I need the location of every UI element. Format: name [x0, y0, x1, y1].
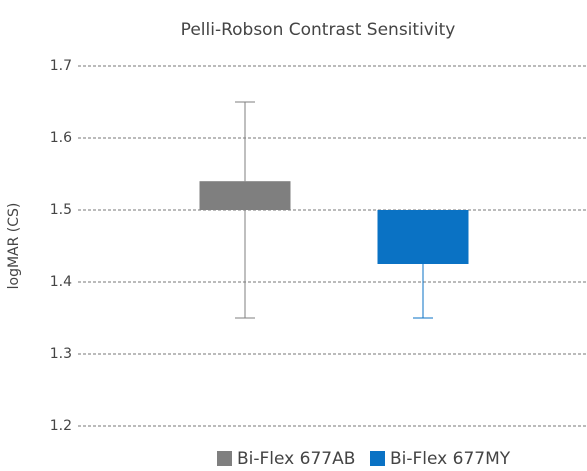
- y-tick-label: 1.7: [50, 58, 72, 74]
- bar: [377, 210, 469, 264]
- legend-label: Bi-Flex 677AB: [237, 449, 355, 469]
- y-tick-label: 1.6: [50, 130, 72, 146]
- legend-label: Bi-Flex 677MY: [390, 449, 511, 469]
- y-tick-label: 1.3: [50, 346, 72, 362]
- legend-swatch: [217, 451, 232, 466]
- y-tick-label: 1.4: [50, 274, 72, 290]
- y-tick-label: 1.5: [50, 202, 72, 218]
- y-tick-label: 1.2: [50, 418, 72, 434]
- chart-title: Pelli-Robson Contrast Sensitivity: [181, 20, 456, 40]
- bar: [199, 181, 291, 210]
- y-axis-label: logMAR (CS): [6, 203, 22, 290]
- legend-swatch: [370, 451, 385, 466]
